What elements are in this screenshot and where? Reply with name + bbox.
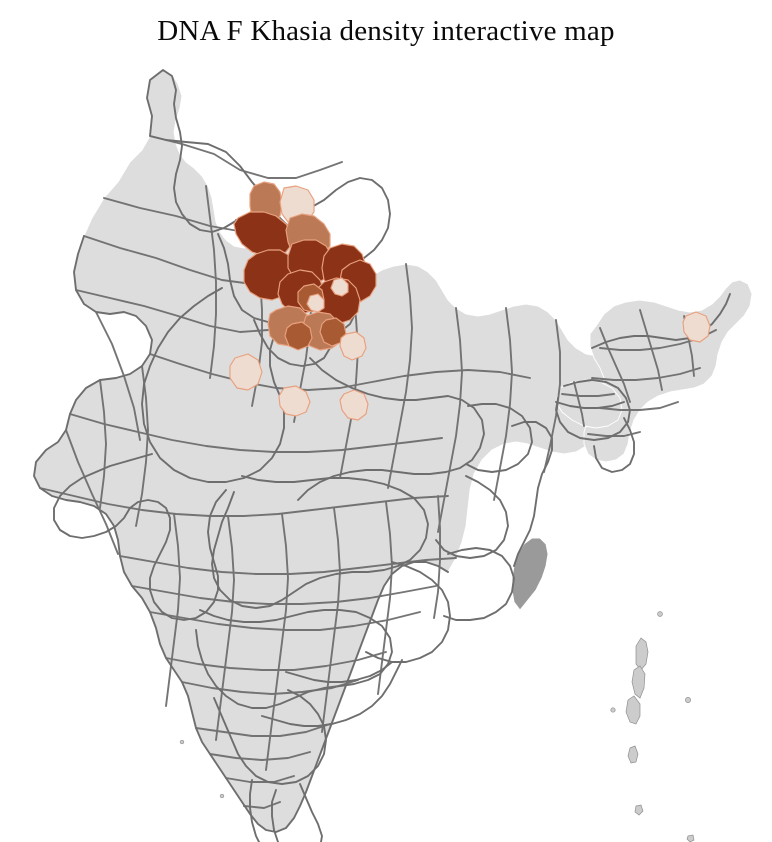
- highlight-district-v[interactable]: [682, 311, 711, 343]
- islet-dot-d[interactable]: [179, 739, 185, 745]
- state-border-arunachal: [591, 293, 731, 349]
- highlight-district-r[interactable]: [229, 353, 263, 391]
- andaman-nicobar-islands: [179, 611, 695, 842]
- north-andaman[interactable]: [635, 637, 649, 671]
- state-border-telangana: [285, 661, 393, 683]
- islet-dot-b[interactable]: [685, 697, 691, 703]
- state-border-meghalaya: [555, 401, 625, 409]
- middle-andaman[interactable]: [631, 665, 646, 699]
- islet-dot-e[interactable]: [219, 793, 225, 799]
- highlight-district-t[interactable]: [339, 331, 367, 361]
- highlight-district-o[interactable]: [319, 317, 347, 347]
- state-border-assam: [555, 379, 631, 441]
- india-choropleth-map[interactable]: [0, 58, 772, 842]
- state-border-karnataka: [213, 689, 327, 785]
- state-border-odisha: [443, 547, 515, 621]
- south-andaman[interactable]: [625, 695, 641, 725]
- state-border-manipur-mizoram: [593, 417, 635, 473]
- state-border-jharkhand: [435, 475, 509, 559]
- state-border-bihar: [465, 403, 533, 473]
- state-boundaries: [33, 69, 731, 842]
- state-border-maharashtra: [195, 609, 393, 709]
- state-border-tamil-nadu: [271, 783, 323, 842]
- state-border-andhra-pradesh: [261, 659, 403, 727]
- district-boundaries: [39, 135, 717, 809]
- highlight-district-p[interactable]: [306, 293, 325, 313]
- highlight-district-q[interactable]: [330, 277, 349, 297]
- highlight-district-n[interactable]: [284, 321, 313, 351]
- highlight-district-c[interactable]: [233, 211, 293, 257]
- map-svg[interactable]: [0, 58, 772, 842]
- state-border-rajasthan: [141, 287, 285, 483]
- highlight-district-s[interactable]: [278, 385, 311, 417]
- state-border-chhattisgarh: [365, 561, 451, 663]
- state-border-uttar-pradesh: [297, 357, 485, 501]
- ganges-delta: [511, 537, 549, 611]
- sundarbans-delta[interactable]: [511, 537, 549, 611]
- islet-dot-c[interactable]: [610, 707, 616, 713]
- islet-dot-a[interactable]: [657, 611, 663, 617]
- country-outline: [33, 235, 449, 833]
- state-border-madhya-pradesh: [211, 475, 429, 609]
- northeast-landmass[interactable]: [583, 279, 753, 463]
- car-nicobar[interactable]: [634, 804, 644, 816]
- little-andaman[interactable]: [627, 745, 639, 764]
- highlighted-districts[interactable]: [229, 181, 711, 421]
- highlight-district-u[interactable]: [339, 389, 369, 421]
- nicobar-islet-b[interactable]: [686, 834, 695, 842]
- page-title: DNA F Khasia density interactive map: [157, 15, 615, 47]
- state-border-haryana: [253, 319, 333, 367]
- state-border-kerala: [249, 779, 261, 842]
- state-border-west-bengal: [511, 421, 553, 567]
